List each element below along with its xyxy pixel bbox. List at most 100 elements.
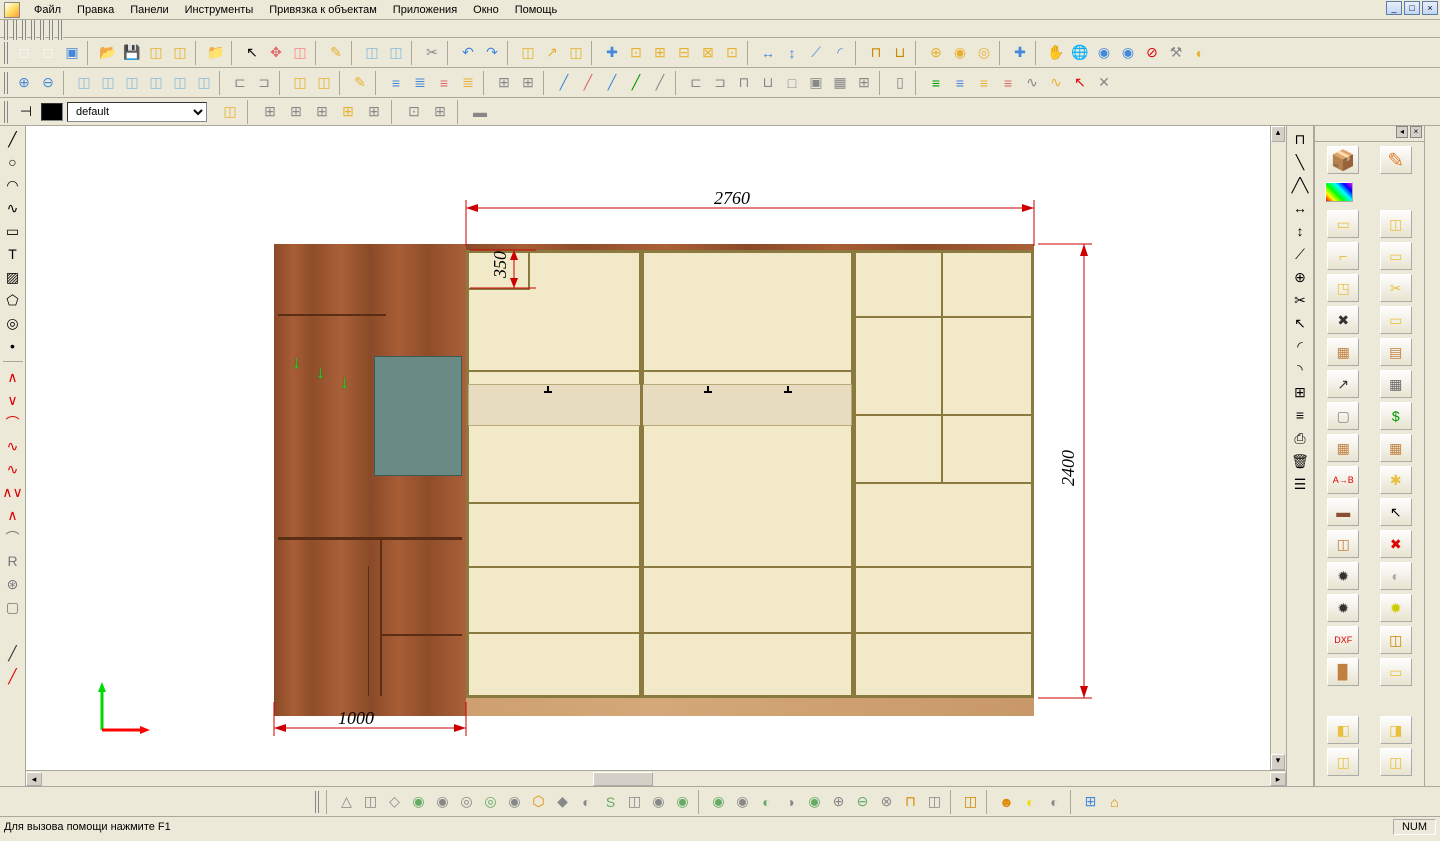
view-a-icon[interactable]: ⊡ [403,101,425,123]
star-icon[interactable]: ✱ [1380,466,1412,494]
arc-r-icon[interactable]: ◜ [1289,335,1311,357]
view1-icon[interactable]: ◫ [73,72,95,94]
arc-l-icon[interactable]: ◝ [1289,358,1311,380]
rect-icon[interactable]: ▭ [2,220,24,242]
globe2-icon[interactable]: ◉ [1093,42,1115,64]
cursor2-icon[interactable]: ↖ [241,42,263,64]
view4-icon[interactable]: ◫ [145,72,167,94]
red-wave1[interactable]: ∿ [2,435,24,457]
b-o10[interactable]: ◫ [924,791,946,813]
folder-icon[interactable]: ▭ [1380,242,1412,270]
b-o9[interactable]: ⊓ [900,791,922,813]
clip1-icon[interactable]: ⊏ [229,72,251,94]
dist-icon[interactable]: ◫ [1327,748,1359,776]
b-sp2[interactable]: ◉ [432,791,454,813]
target-icon[interactable]: ⊕ [1289,266,1311,288]
red-zig1[interactable]: ∧ [2,366,24,388]
plus-icon[interactable]: ✚ [1009,42,1031,64]
menu-edit[interactable]: Правка [69,2,122,18]
align-right-icon[interactable]: ◨ [1380,716,1412,744]
red-wave2[interactable]: ∿ [2,458,24,480]
gray-arc[interactable]: ⌒ [2,527,24,549]
o2-icon[interactable]: ◉ [949,42,971,64]
grid4-icon[interactable]: ⊟ [673,42,695,64]
save-icon[interactable]: 💾 [121,42,143,64]
trash-icon[interactable]: 🗑 [1289,450,1311,472]
circle-icon[interactable]: ○ [2,151,24,173]
open-icon[interactable]: 📂 [97,42,119,64]
canvas[interactable]: ↓ ↓ ↓ [26,126,1286,786]
ar2-icon[interactable]: ⊐ [709,72,731,94]
comp-icon[interactable]: ⊛ [2,573,24,595]
screen-icon[interactable]: ▢ [1327,402,1359,430]
b-o6[interactable]: ⊕ [828,791,850,813]
red-m[interactable]: ∧ [2,504,24,526]
3d-box-icon[interactable]: ◫ [1327,530,1359,558]
edit-wizard[interactable]: ✎ [1380,146,1412,174]
b-tor2[interactable]: ◉ [504,791,526,813]
lv5-icon[interactable]: ∿ [1021,72,1043,94]
ln4-icon[interactable]: ╱ [625,72,647,94]
al4-icon[interactable]: ≣ [457,72,479,94]
dim1-icon[interactable]: ↔ [757,42,779,64]
grid5-icon[interactable]: ⊠ [697,42,719,64]
right-panel-scrollbar[interactable] [1424,126,1440,786]
pin-icon[interactable]: ⊣ [15,101,37,123]
angle-icon[interactable]: ⟋ [1289,243,1311,265]
minimize-button[interactable]: _ [1386,1,1402,15]
b-cut[interactable]: ◫ [624,791,646,813]
menu-help[interactable]: Помощь [507,2,566,18]
gr1-icon[interactable]: ⊞ [493,72,515,94]
view-cube-4-icon[interactable]: ⊞ [363,101,385,123]
ln3-icon[interactable]: ╱ [601,72,623,94]
ar8-icon[interactable]: ⊞ [853,72,875,94]
stack-v-icon[interactable]: ≡ [1289,404,1311,426]
view-bar-icon[interactable]: ▬ [469,101,491,123]
current-color-swatch[interactable] [41,103,63,121]
view5-icon[interactable]: ◫ [169,72,191,94]
align-left-icon[interactable]: ◧ [1327,716,1359,744]
package-icon[interactable]: ▦ [1327,338,1359,366]
copy2-icon[interactable]: ◫ [361,42,383,64]
cut-icon[interactable]: ✂ [421,42,443,64]
boxes-icon[interactable]: ▉ [1327,658,1359,686]
scale2-icon[interactable]: ◫ [313,72,335,94]
al2-icon[interactable]: ≣ [409,72,431,94]
snap3-icon[interactable]: ◫ [565,42,587,64]
new-icon[interactable]: □ [13,42,35,64]
ring-icon[interactable]: ◎ [2,312,24,334]
menu-tools[interactable]: Инструменты [177,2,262,18]
view6-icon[interactable]: ◫ [193,72,215,94]
view-cube-2-icon[interactable]: ⊞ [311,101,333,123]
point-icon[interactable]: • [2,335,24,357]
layer-select[interactable]: default [67,102,207,122]
zoom-in-icon[interactable]: ⊕ [13,72,35,94]
stack-icon[interactable]: ▤ [1380,338,1412,366]
ab-icon[interactable]: A→B [1327,466,1359,494]
box2-icon[interactable]: ▭ [1380,658,1412,686]
view-cube-1-icon[interactable]: ⊞ [285,101,307,123]
snap1-icon[interactable]: ◫ [517,42,539,64]
diag-icon[interactable]: ╲ [1289,151,1311,173]
folder2-icon[interactable]: 📁 [205,42,227,64]
b-hex[interactable]: ⬡ [528,791,550,813]
b-o8[interactable]: ⊗ [876,791,898,813]
maximize-button[interactable]: □ [1404,1,1420,15]
wrench-icon[interactable]: ◐ [1189,42,1211,64]
bracket-icon[interactable]: ⊓ [1289,128,1311,150]
lv8-icon[interactable]: ✕ [1093,72,1115,94]
close-button[interactable]: × [1422,1,1438,15]
poly-icon[interactable]: ⬠ [2,289,24,311]
del-icon[interactable]: ✖ [1380,530,1412,558]
gr2-icon[interactable]: ⊞ [517,72,539,94]
paste-icon[interactable]: ◫ [385,42,407,64]
burst-k-icon[interactable]: ✹ [1327,594,1359,622]
b-sp1[interactable]: ◉ [408,791,430,813]
hammer-icon[interactable]: ⚒ [1165,42,1187,64]
b-bulb[interactable]: ◐ [1020,791,1042,813]
panel-icon[interactable]: ▭ [1327,210,1359,238]
b-bulb2[interactable]: ◐ [1044,791,1066,813]
view-cube-0-icon[interactable]: ⊞ [259,101,281,123]
lv7-icon[interactable]: ↖ [1069,72,1091,94]
pencil-icon[interactable]: ✎ [325,42,347,64]
